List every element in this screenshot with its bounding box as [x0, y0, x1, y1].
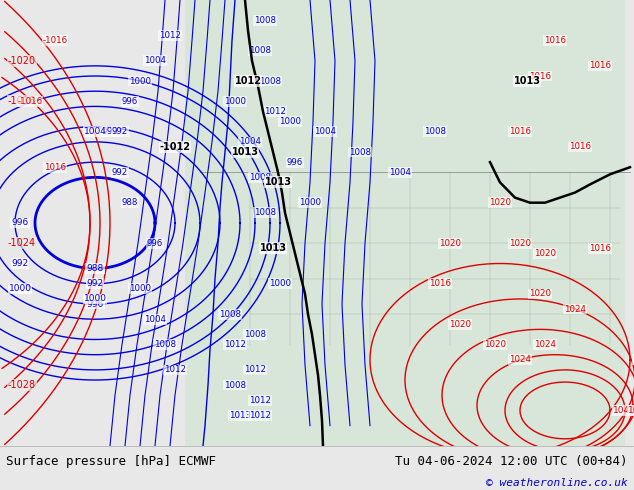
Text: 1013: 1013 — [264, 177, 292, 187]
Text: 1008: 1008 — [154, 340, 176, 349]
Text: 1020: 1020 — [529, 290, 551, 298]
Text: -1024: -1024 — [8, 238, 36, 248]
Text: 992: 992 — [112, 127, 128, 136]
Text: 1016: 1016 — [589, 244, 611, 253]
Text: 1012: 1012 — [264, 107, 286, 116]
Text: 996: 996 — [11, 219, 29, 227]
Text: 1012: 1012 — [224, 340, 246, 349]
Text: © weatheronline.co.uk: © weatheronline.co.uk — [486, 478, 628, 489]
Text: 1008: 1008 — [254, 208, 276, 218]
Text: 1016: 1016 — [569, 143, 591, 151]
Text: 1012: 1012 — [249, 396, 271, 405]
Text: -1028: -1028 — [8, 380, 36, 390]
Text: -1020: -1020 — [8, 56, 36, 66]
Text: 1000: 1000 — [84, 294, 107, 303]
Text: -1016: -1016 — [8, 97, 36, 106]
Text: 1012: 1012 — [235, 76, 261, 86]
Text: 1013: 1013 — [229, 411, 251, 420]
Text: 1000: 1000 — [279, 117, 301, 126]
Text: 1004: 1004 — [314, 127, 336, 136]
Text: 1013: 1013 — [231, 147, 259, 157]
Text: 1004: 1004 — [239, 137, 261, 147]
Polygon shape — [0, 0, 185, 446]
Text: 992: 992 — [101, 127, 119, 136]
Text: 1016: 1016 — [509, 127, 531, 136]
Text: 1036: 1036 — [628, 406, 634, 415]
Text: 1012: 1012 — [159, 31, 181, 40]
Text: 1016: 1016 — [529, 72, 551, 80]
Text: 1008: 1008 — [349, 147, 371, 156]
Text: 1020: 1020 — [509, 239, 531, 248]
Text: Surface pressure [hPa] ECMWF: Surface pressure [hPa] ECMWF — [6, 455, 216, 468]
Text: 1008: 1008 — [249, 46, 271, 55]
Text: 1008: 1008 — [244, 330, 266, 339]
Text: 988: 988 — [86, 264, 103, 273]
Text: 1020: 1020 — [449, 320, 471, 329]
Text: 1008: 1008 — [424, 127, 446, 136]
Text: 1004: 1004 — [144, 315, 166, 324]
Text: 1000: 1000 — [299, 198, 321, 207]
Text: -1016: -1016 — [18, 97, 42, 106]
Text: 1000: 1000 — [269, 279, 291, 288]
Text: 1008: 1008 — [259, 76, 281, 86]
Text: 1020: 1020 — [484, 340, 506, 349]
Text: Tu 04-06-2024 12:00 UTC (00+84): Tu 04-06-2024 12:00 UTC (00+84) — [395, 455, 628, 468]
Text: 996: 996 — [122, 97, 138, 106]
Polygon shape — [185, 0, 625, 446]
Text: 1040: 1040 — [613, 406, 634, 415]
Text: 1013: 1013 — [514, 76, 541, 86]
Text: 1020: 1020 — [439, 239, 461, 248]
Text: 1008: 1008 — [254, 16, 276, 25]
Text: 1024: 1024 — [509, 355, 531, 364]
Text: 1013: 1013 — [259, 244, 287, 253]
Text: 1016: 1016 — [589, 61, 611, 71]
Text: 1004: 1004 — [144, 56, 166, 65]
Text: 996: 996 — [147, 239, 163, 248]
Text: 1020: 1020 — [633, 355, 634, 364]
Text: 1012: 1012 — [164, 366, 186, 374]
Text: 1000: 1000 — [224, 97, 246, 106]
Text: 992: 992 — [112, 168, 128, 177]
Text: 1024: 1024 — [564, 305, 586, 314]
Text: 1008: 1008 — [219, 310, 241, 318]
Text: 1016: 1016 — [429, 279, 451, 288]
Text: 1012: 1012 — [244, 366, 266, 374]
Text: 1000: 1000 — [129, 76, 151, 86]
Text: 1004: 1004 — [389, 168, 411, 177]
Text: 996: 996 — [86, 299, 103, 309]
Text: 992: 992 — [11, 259, 29, 268]
Text: -1012: -1012 — [160, 142, 190, 152]
Text: 1008: 1008 — [224, 381, 246, 390]
Text: 1020: 1020 — [489, 198, 511, 207]
Text: 1000: 1000 — [8, 284, 32, 294]
Text: 1000: 1000 — [129, 284, 151, 294]
Text: 1012: 1012 — [249, 411, 271, 420]
Text: 992: 992 — [86, 279, 103, 288]
Text: 1020: 1020 — [534, 249, 556, 258]
Text: -1016: -1016 — [42, 36, 68, 45]
Text: 1016: 1016 — [44, 163, 66, 172]
Text: 988: 988 — [122, 198, 138, 207]
Text: 996: 996 — [287, 158, 303, 167]
Text: 1016: 1016 — [544, 36, 566, 45]
Text: 1024: 1024 — [534, 340, 556, 349]
Text: 1004: 1004 — [264, 244, 286, 253]
Text: 1008: 1008 — [249, 173, 271, 182]
Text: 1004: 1004 — [84, 127, 107, 136]
